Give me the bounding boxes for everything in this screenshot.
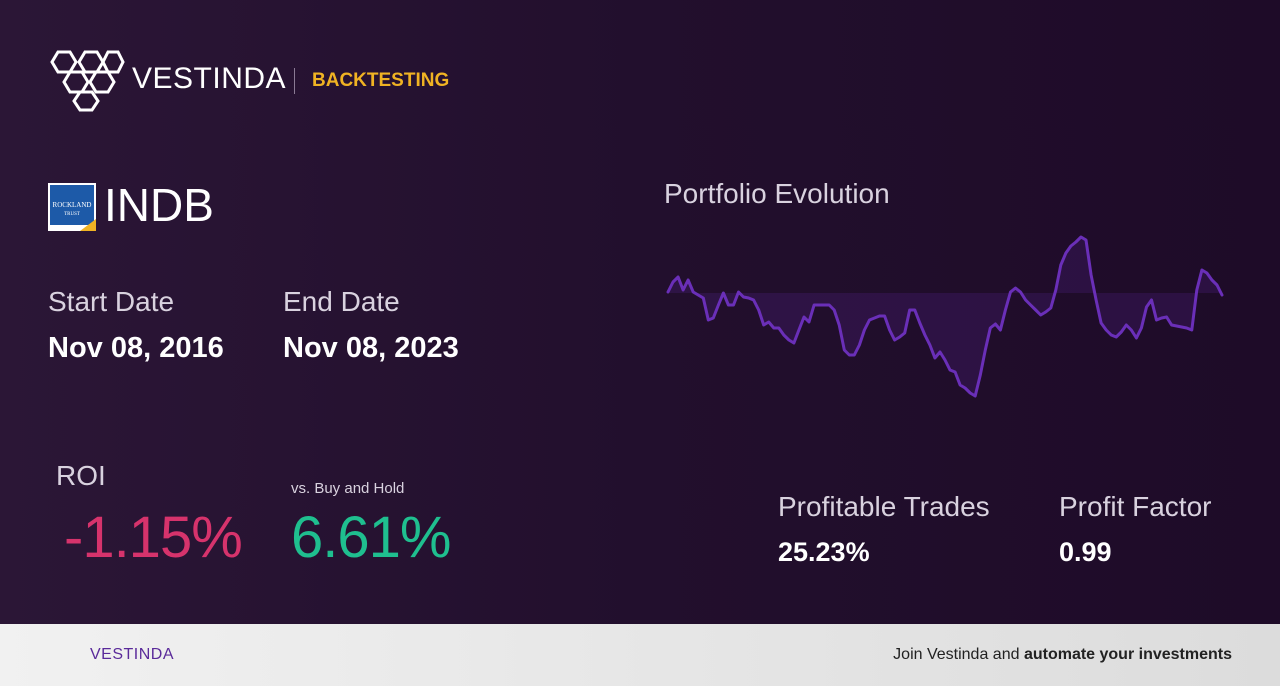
- cta-text: Join Vestinda and: [893, 646, 1024, 663]
- footer: VESTINDA Join Vestinda and automate your…: [0, 624, 1280, 686]
- end-label: End Date: [283, 286, 400, 317]
- brand-name: VESTINDA: [132, 62, 287, 95]
- line: [666, 235, 1224, 398]
- section-name: BACKTESTING: [312, 70, 450, 91]
- start-label: Start Date: [48, 286, 175, 317]
- factor-label: Profit Factor: [1059, 491, 1212, 522]
- start-date: Nov 08, 2016: [48, 332, 224, 364]
- brand-logo: [50, 50, 125, 112]
- cta-bold: automate your investments: [1023, 646, 1232, 663]
- logo-text: TRUST: [64, 212, 80, 217]
- buy-hold-value: 6.61%: [291, 505, 451, 570]
- chart-title: Portfolio Evolution: [664, 178, 890, 209]
- end-date: Nov 08, 2023: [283, 332, 459, 364]
- roi-value: -1.15%: [64, 505, 243, 570]
- footer-cta[interactable]: Join Vestinda and automate your investme…: [893, 646, 1232, 664]
- portfolio-chart: [666, 235, 1224, 398]
- profitable-value: 25.23%: [778, 537, 870, 567]
- ticker-logo: ROCKLAND TRUST: [48, 183, 96, 231]
- area: [668, 237, 1222, 396]
- separator: [294, 68, 295, 94]
- factor-value: 0.99: [1059, 537, 1112, 567]
- footer-brand: VESTINDA: [90, 646, 175, 663]
- roi-label: ROI: [56, 460, 106, 491]
- buy-hold-label: vs. Buy and Hold: [291, 480, 405, 497]
- profitable-label: Profitable Trades: [778, 491, 990, 522]
- logo-text: ROCKLAND: [53, 201, 92, 209]
- ticker: INDB: [104, 179, 214, 231]
